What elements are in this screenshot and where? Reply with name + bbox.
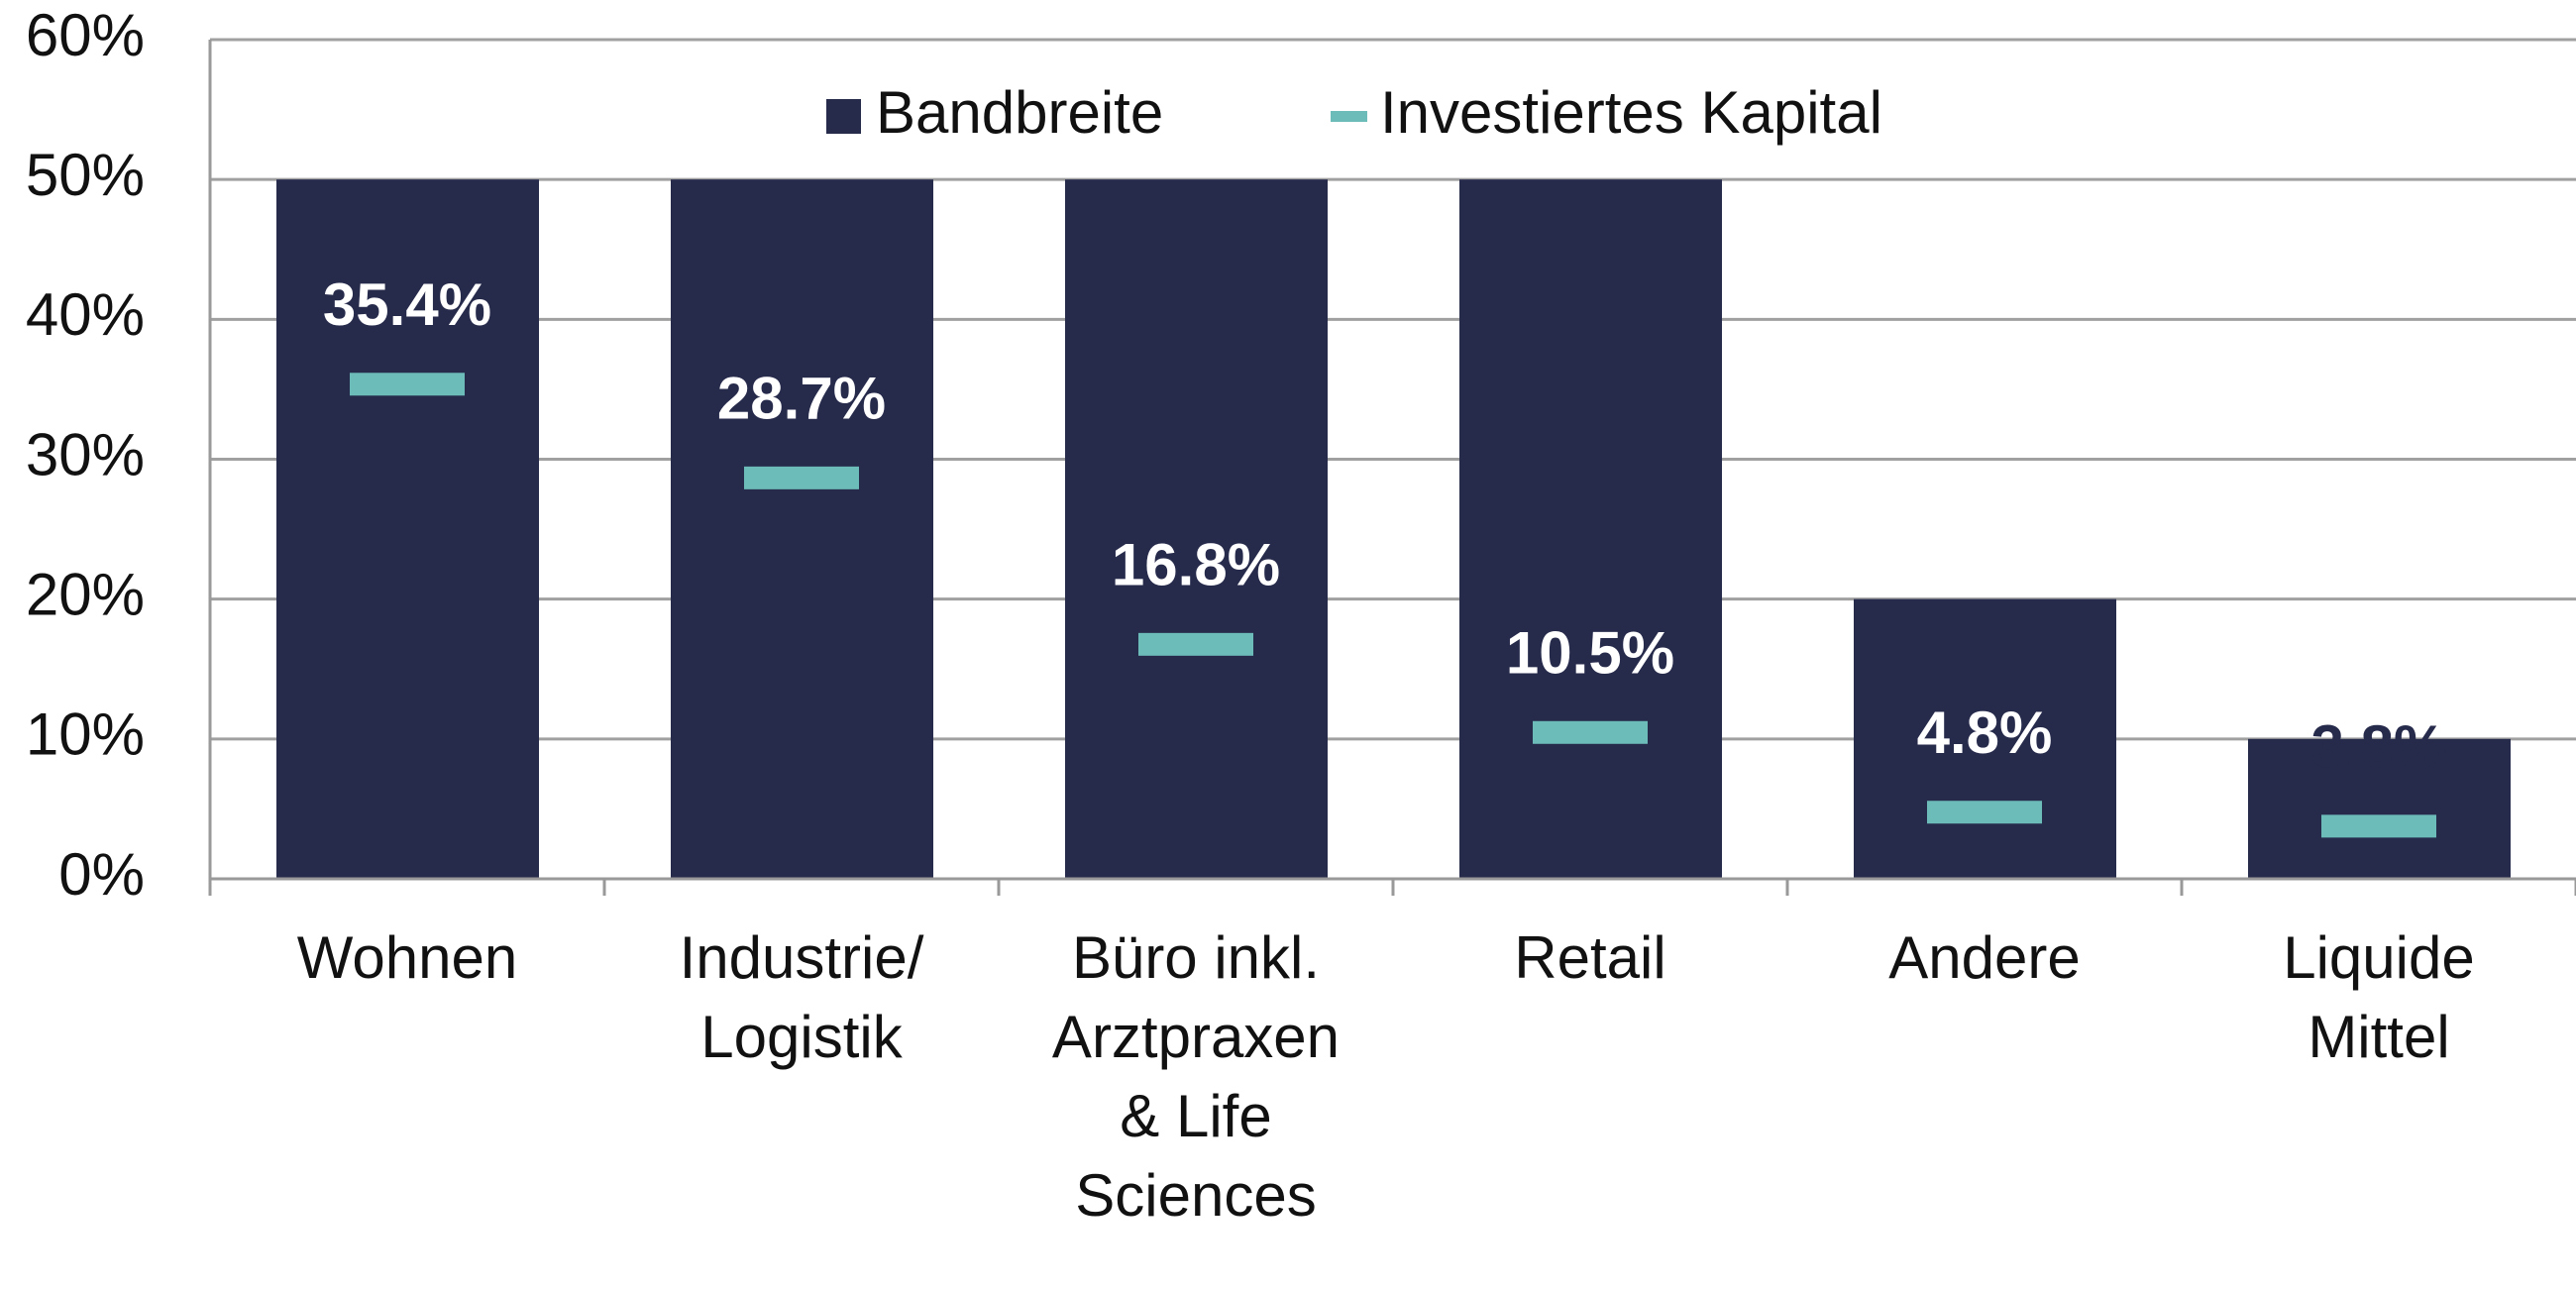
y-tick-label: 10% <box>26 701 145 768</box>
bar <box>1459 179 1722 879</box>
bar <box>2248 738 2511 879</box>
y-tick-label: 60% <box>26 2 145 68</box>
data-label: 28.7% <box>717 366 886 432</box>
x-tick-label: Wohnen <box>296 924 518 991</box>
data-label: 16.8% <box>1112 532 1280 598</box>
data-label: 35.4% <box>323 271 491 338</box>
data-label: 10.5% <box>1506 620 1674 687</box>
marker <box>1138 632 1253 656</box>
y-tick-label: 40% <box>26 281 145 348</box>
y-tick-label: 0% <box>58 841 145 908</box>
marker <box>2321 814 2436 838</box>
marker <box>1927 801 2042 824</box>
data-label: 3.8% <box>2311 713 2447 780</box>
legend-label: Bandbreite <box>876 79 1163 146</box>
bar <box>671 179 933 879</box>
x-tick-label: Andere <box>1888 924 2081 991</box>
legend-swatch <box>826 99 861 134</box>
marker <box>744 466 859 489</box>
y-tick-label: 20% <box>26 562 145 628</box>
data-label: 4.8% <box>1917 699 2053 766</box>
x-tick-label: Retail <box>1514 924 1666 991</box>
bar <box>1065 179 1328 879</box>
legend-label: Investiertes Kapital <box>1380 79 1882 146</box>
bar <box>276 179 539 879</box>
x-tick-label: Industrie/ Logistik <box>679 924 924 1070</box>
x-tick-label: Liquide Mittel <box>2283 924 2475 1070</box>
y-tick-label: 30% <box>26 421 145 487</box>
x-tick-label: Büro inkl. Arztpraxen & Life Sciences <box>1051 924 1341 1229</box>
legend-swatch <box>1331 111 1367 122</box>
marker <box>1533 720 1648 744</box>
marker <box>350 373 465 396</box>
bar <box>1854 598 2116 879</box>
y-tick-label: 50% <box>26 142 145 208</box>
